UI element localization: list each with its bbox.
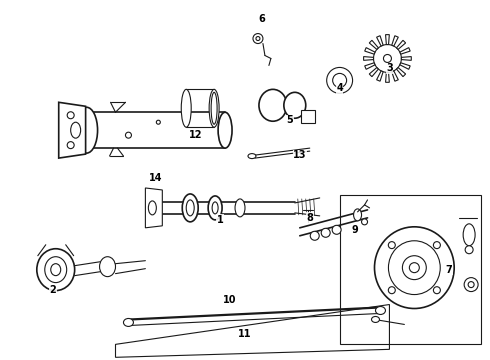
- Ellipse shape: [99, 257, 116, 276]
- Text: 9: 9: [351, 225, 358, 235]
- Ellipse shape: [248, 154, 256, 159]
- Polygon shape: [369, 40, 378, 49]
- Text: 11: 11: [238, 329, 252, 339]
- Text: 1: 1: [217, 215, 223, 225]
- Text: 14: 14: [148, 173, 162, 183]
- Ellipse shape: [310, 231, 319, 240]
- Ellipse shape: [75, 107, 98, 153]
- Ellipse shape: [259, 89, 287, 121]
- Polygon shape: [400, 48, 410, 54]
- Ellipse shape: [51, 264, 61, 276]
- Ellipse shape: [123, 319, 133, 327]
- Ellipse shape: [67, 112, 74, 119]
- Ellipse shape: [182, 194, 198, 222]
- Ellipse shape: [375, 306, 386, 315]
- Polygon shape: [401, 57, 411, 60]
- Ellipse shape: [235, 199, 245, 217]
- Ellipse shape: [433, 287, 441, 294]
- Polygon shape: [396, 40, 406, 49]
- Ellipse shape: [433, 242, 441, 249]
- Ellipse shape: [388, 287, 395, 294]
- Ellipse shape: [256, 37, 260, 41]
- Ellipse shape: [156, 120, 160, 124]
- Ellipse shape: [148, 201, 156, 215]
- Ellipse shape: [464, 278, 478, 292]
- Ellipse shape: [371, 316, 379, 323]
- Ellipse shape: [37, 249, 74, 291]
- Ellipse shape: [284, 92, 306, 118]
- Ellipse shape: [45, 257, 67, 283]
- Ellipse shape: [384, 54, 392, 62]
- Polygon shape: [386, 72, 390, 82]
- Text: 3: 3: [386, 63, 393, 73]
- Ellipse shape: [186, 200, 194, 216]
- Polygon shape: [365, 48, 375, 54]
- Polygon shape: [386, 35, 390, 45]
- Ellipse shape: [208, 196, 222, 220]
- Ellipse shape: [212, 202, 218, 214]
- Text: 7: 7: [446, 265, 453, 275]
- Ellipse shape: [468, 282, 474, 288]
- Text: 5: 5: [287, 115, 293, 125]
- Text: 13: 13: [293, 150, 307, 160]
- Ellipse shape: [253, 33, 263, 44]
- Text: 4: 4: [336, 84, 343, 93]
- Ellipse shape: [463, 224, 475, 246]
- Ellipse shape: [67, 141, 74, 149]
- Ellipse shape: [211, 92, 217, 124]
- Ellipse shape: [389, 241, 440, 294]
- Polygon shape: [377, 36, 383, 46]
- Polygon shape: [392, 36, 398, 46]
- Ellipse shape: [332, 225, 341, 234]
- Polygon shape: [365, 63, 375, 69]
- Ellipse shape: [181, 89, 191, 127]
- Ellipse shape: [373, 45, 401, 72]
- Ellipse shape: [333, 73, 346, 87]
- Ellipse shape: [209, 89, 219, 127]
- Ellipse shape: [321, 228, 330, 237]
- Ellipse shape: [388, 242, 395, 249]
- Polygon shape: [301, 110, 315, 123]
- Ellipse shape: [327, 67, 353, 93]
- Polygon shape: [364, 57, 373, 60]
- Text: 10: 10: [223, 294, 237, 305]
- Polygon shape: [377, 71, 383, 81]
- Ellipse shape: [409, 263, 419, 273]
- Ellipse shape: [125, 132, 131, 138]
- Polygon shape: [400, 63, 410, 69]
- Ellipse shape: [218, 112, 232, 148]
- Text: 12: 12: [189, 130, 202, 140]
- Text: 2: 2: [49, 284, 56, 294]
- Polygon shape: [392, 71, 398, 81]
- Polygon shape: [369, 68, 378, 77]
- Polygon shape: [396, 68, 406, 77]
- Ellipse shape: [402, 256, 426, 280]
- Ellipse shape: [465, 246, 473, 254]
- Polygon shape: [59, 102, 86, 158]
- Ellipse shape: [362, 219, 368, 225]
- Text: 6: 6: [259, 14, 265, 24]
- Ellipse shape: [374, 227, 454, 309]
- Ellipse shape: [71, 122, 81, 138]
- Text: 8: 8: [306, 213, 313, 223]
- Polygon shape: [146, 188, 162, 228]
- Ellipse shape: [354, 209, 362, 221]
